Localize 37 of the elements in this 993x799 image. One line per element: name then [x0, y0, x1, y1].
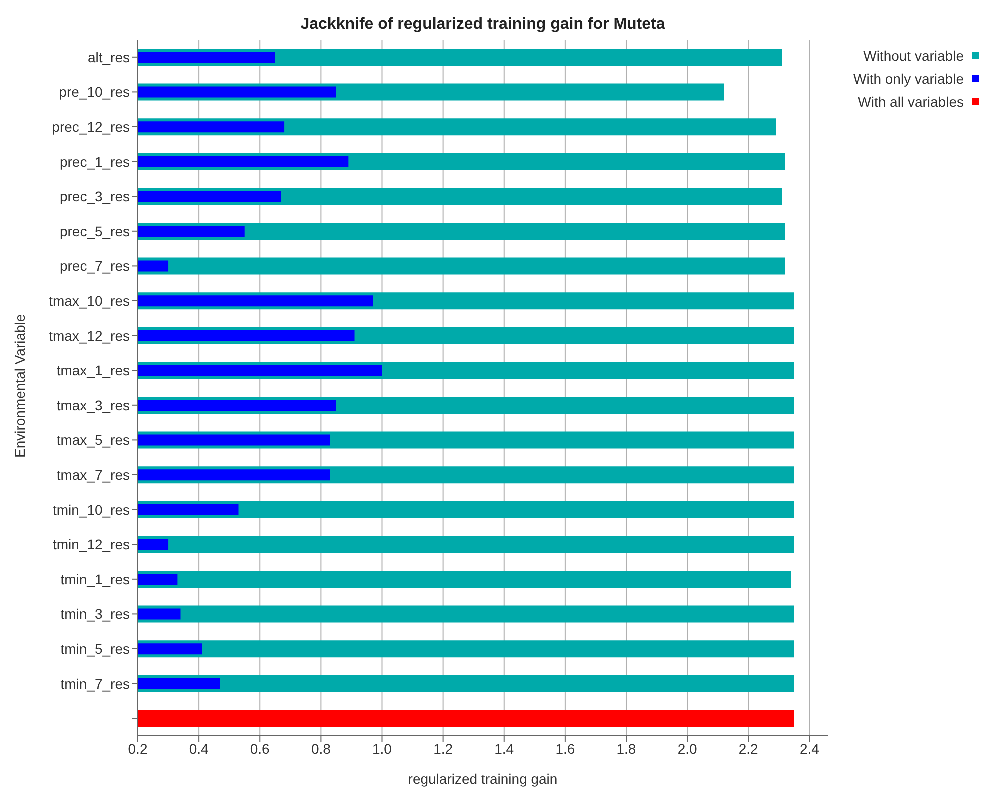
y-tick-label: tmax_12_res — [49, 328, 130, 344]
y-tick-label: prec_5_res — [60, 223, 130, 240]
y-tick-label: tmin_1_res — [60, 571, 130, 588]
y-tick-label: tmin_10_res — [52, 502, 130, 518]
x-tick-label: 1.0 — [372, 740, 392, 757]
y-tick-label: tmin_7_res — [60, 676, 130, 692]
y-tick-label: tmax_7_res — [56, 466, 130, 483]
y-tick-label: tmin_12_res — [52, 536, 130, 553]
y-tick-label: tmax_3_res — [56, 397, 130, 414]
y-tick-label: tmin_3_res — [60, 606, 130, 622]
y-tick-label: prec_1_res — [60, 154, 130, 170]
x-tick-label: 1.6 — [556, 740, 576, 757]
y-tick-label: tmax_10_res — [49, 292, 130, 309]
y-tick-label: prec_12_res — [52, 118, 130, 135]
y-tick-label: pre_10_res — [59, 84, 130, 100]
x-tick-label: 2.4 — [800, 740, 820, 757]
y-tick-label: tmax_5_res — [56, 432, 130, 448]
chart-title: Jackknife of regularized training gain for Muteta — [300, 16, 666, 34]
x-tick-label: 1.4 — [494, 740, 514, 757]
x-tick-label: 2.0 — [678, 740, 698, 757]
legend-label: With only variable — [854, 70, 964, 86]
y-tick-label: tmin_5_res — [60, 640, 130, 657]
x-tick-label: 0.4 — [189, 740, 210, 757]
x-tick-label: 0.2 — [128, 740, 148, 757]
legend-label: With all variables — [858, 94, 964, 110]
y-tick-label: prec_3_res — [60, 188, 130, 205]
x-tick-label: 2.2 — [738, 740, 759, 757]
y-tick-label: prec_7_res — [60, 258, 130, 274]
y-axis-title: Environmental Variable — [12, 314, 28, 458]
legend-label: Without variable — [864, 48, 964, 64]
x-tick-label: 0.6 — [250, 740, 270, 757]
x-tick-label: 1.2 — [434, 740, 454, 757]
x-tick-label: 1.8 — [616, 740, 636, 757]
x-tick-label: 0.8 — [311, 740, 332, 757]
y-tick-label: alt_res — [88, 49, 130, 66]
x-axis-title: regularized training gain — [408, 771, 558, 787]
y-tick-label: tmax_1_res — [56, 362, 130, 379]
